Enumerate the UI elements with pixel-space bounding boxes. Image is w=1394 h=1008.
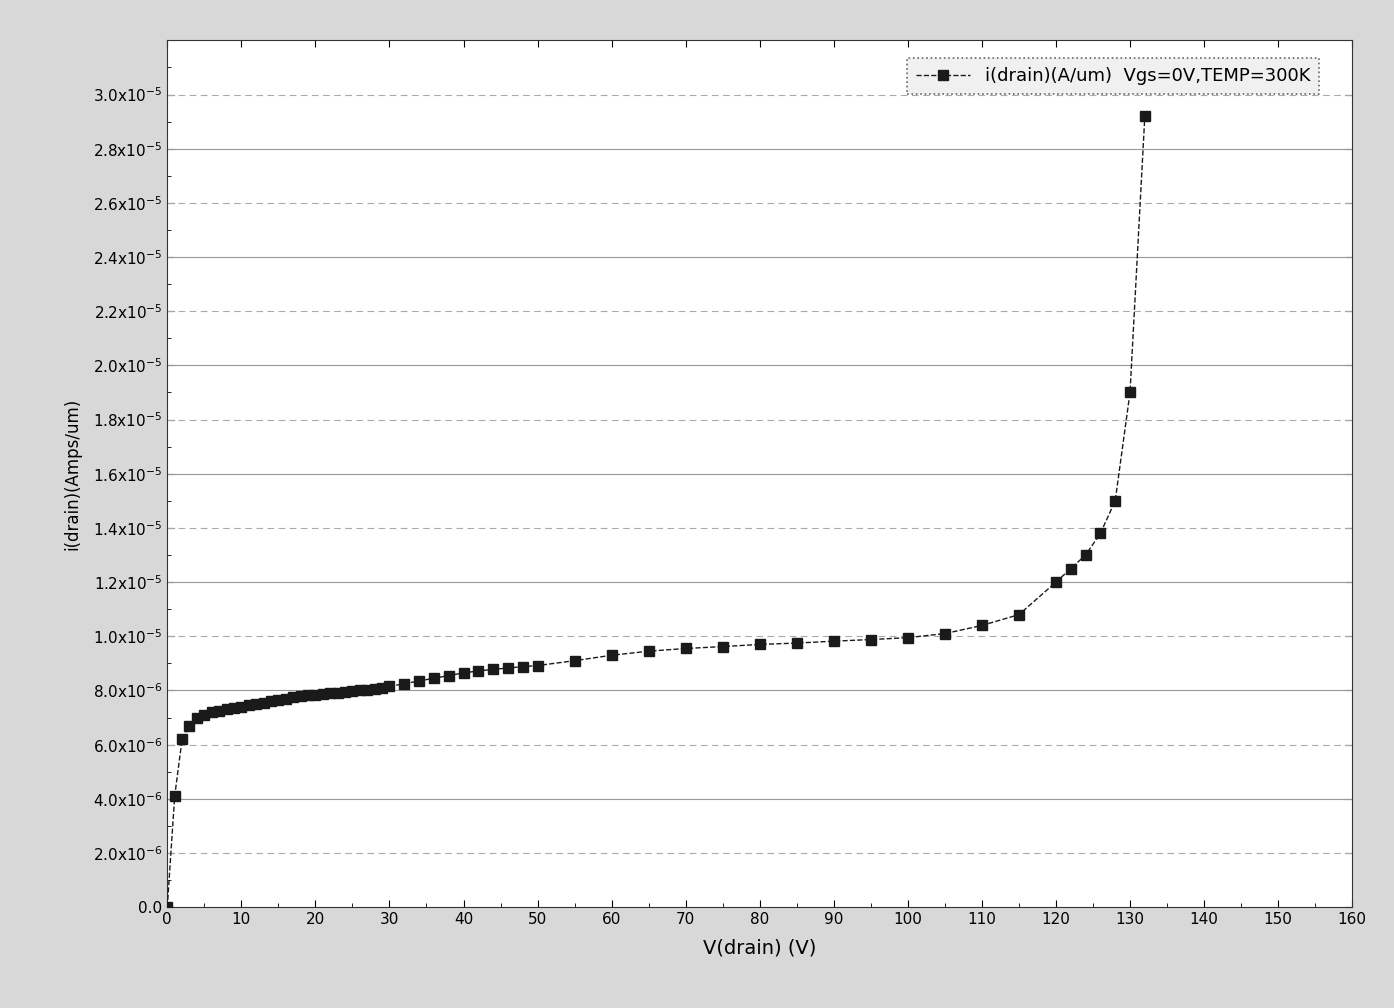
i(drain)(A/um)  Vgs=0V,TEMP=300K (315, 687, 332, 700)
i(drain)(A/um)  Vgs=0V,TEMP=300K (973, 619, 990, 631)
Y-axis label: i(drain)(Amps/um): i(drain)(Amps/um) (63, 397, 81, 550)
i(drain)(A/um)  Vgs=0V,TEMP=300K (470, 665, 487, 677)
Legend: i(drain)(A/um)  Vgs=0V,TEMP=300K: i(drain)(A/um) Vgs=0V,TEMP=300K (907, 58, 1320, 94)
i(drain)(A/um)  Vgs=0V,TEMP=300K (159, 901, 176, 913)
i(drain)(A/um)  Vgs=0V,TEMP=300K (262, 696, 279, 708)
i(drain)(A/um)  Vgs=0V,TEMP=300K (1136, 110, 1153, 122)
i(drain)(A/um)  Vgs=0V,TEMP=300K (248, 698, 265, 710)
X-axis label: V(drain) (V): V(drain) (V) (703, 938, 817, 958)
Line: i(drain)(A/um)  Vgs=0V,TEMP=300K: i(drain)(A/um) Vgs=0V,TEMP=300K (163, 111, 1150, 912)
i(drain)(A/um)  Vgs=0V,TEMP=300K (411, 675, 428, 687)
